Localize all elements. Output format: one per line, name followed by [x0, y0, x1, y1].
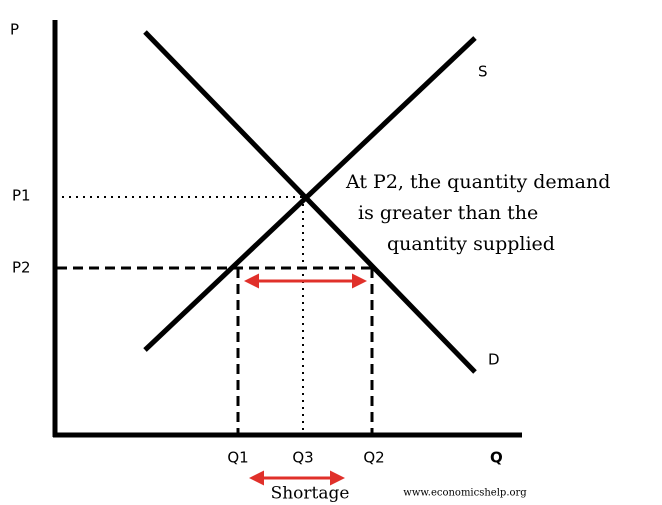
y-axis-label: P [10, 21, 19, 39]
annotation-line: At P2, the quantity demand [345, 171, 610, 193]
annotation-line: is greater than the [358, 202, 538, 224]
supply-label: S [478, 63, 488, 81]
price-label: P2 [12, 259, 31, 277]
quantity-label: Q1 [227, 449, 248, 467]
quantity-label: Q2 [363, 449, 384, 467]
source: www.economicshelp.org [403, 488, 527, 499]
demand-curve [143, 30, 477, 374]
price-label: P1 [12, 187, 31, 205]
annotation-line: quantity supplied [387, 233, 555, 255]
x-axis-label: Q [490, 449, 503, 467]
quantity-label: Q3 [292, 449, 313, 467]
shortage-label: Shortage [271, 484, 350, 504]
demand-label: D [488, 351, 500, 369]
supply-curve [143, 36, 477, 352]
